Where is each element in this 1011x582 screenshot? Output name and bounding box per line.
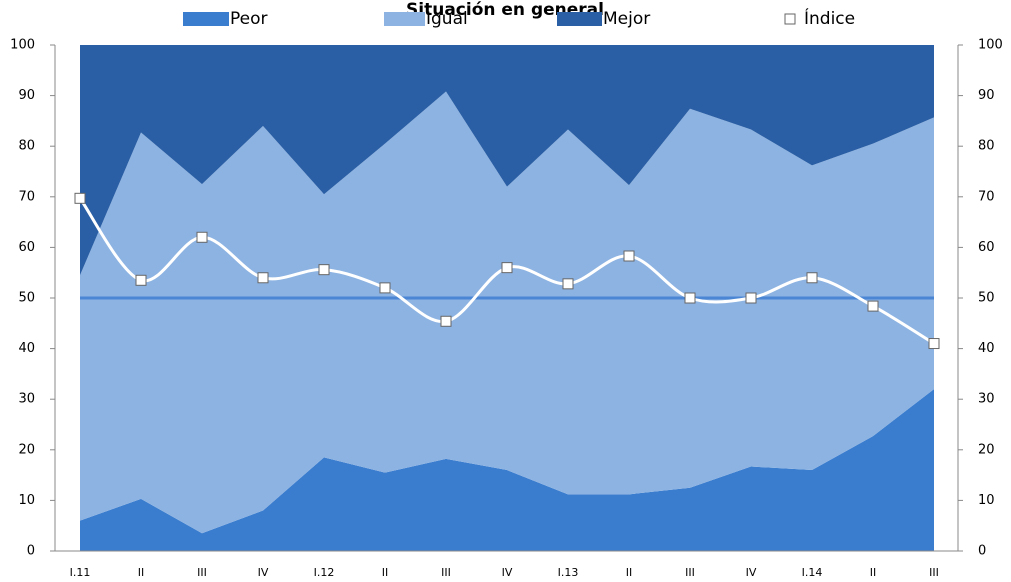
x-tick-label: II xyxy=(138,566,145,579)
x-tick-label: I.11 xyxy=(70,566,91,579)
index-marker xyxy=(318,264,330,276)
index-marker xyxy=(196,231,208,243)
area xyxy=(80,389,934,551)
legend-label: Mejor xyxy=(603,9,650,29)
y-tick-label: 10 xyxy=(18,493,35,508)
y-tick-label: 90 xyxy=(18,88,35,103)
x-tick-label: IV xyxy=(258,566,269,579)
x-tick-label: III xyxy=(685,566,695,579)
area xyxy=(80,91,934,534)
area xyxy=(80,45,934,276)
y2-tick-label: 80 xyxy=(978,139,995,154)
y2-tick-label: 10 xyxy=(978,493,995,508)
index-marker xyxy=(806,272,818,284)
x-tick-label: III xyxy=(929,566,939,579)
index-marker xyxy=(135,274,147,286)
legend-label: Peor xyxy=(230,9,268,29)
y-tick-label: 0 xyxy=(27,544,35,559)
y-tick-label: 30 xyxy=(18,392,35,407)
legend-label: Índice xyxy=(804,7,855,29)
y-tick-label: 50 xyxy=(18,291,35,306)
x-tick-label: I.14 xyxy=(802,566,823,579)
y-tick-label: 100 xyxy=(10,38,35,53)
legend-swatch xyxy=(183,12,229,26)
chart-title: Situación en general xyxy=(406,0,604,20)
index-marker xyxy=(745,292,757,304)
index-marker xyxy=(562,278,574,290)
y2-tick-label: 50 xyxy=(978,291,995,306)
x-tick-label: IV xyxy=(502,566,513,579)
index-marker xyxy=(257,272,269,284)
index-marker xyxy=(623,250,635,262)
y2-tick-label: 30 xyxy=(978,392,995,407)
y2-tick-label: 20 xyxy=(978,442,995,457)
y-tick-label: 80 xyxy=(18,139,35,154)
y-tick-label: 60 xyxy=(18,240,35,255)
legend-swatch xyxy=(557,12,602,26)
y2-tick-label: 70 xyxy=(978,189,995,204)
y-tick-label: 20 xyxy=(18,442,35,457)
x-tick-label: II xyxy=(870,566,877,579)
x-tick-label: I.13 xyxy=(558,566,579,579)
legend-swatch xyxy=(784,13,796,25)
index-marker xyxy=(440,315,452,327)
legend-label: Igual xyxy=(426,9,468,29)
x-tick-label: I.12 xyxy=(314,566,335,579)
y-tick-label: 70 xyxy=(18,189,35,204)
index-marker xyxy=(928,338,940,350)
index-marker xyxy=(867,300,879,312)
x-tick-label: II xyxy=(626,566,633,579)
index-marker xyxy=(379,282,391,294)
x-tick-label: IV xyxy=(746,566,757,579)
y2-tick-label: 40 xyxy=(978,341,995,356)
x-tick-label: III xyxy=(441,566,451,579)
legend-swatch xyxy=(384,12,425,26)
y2-tick-label: 90 xyxy=(978,88,995,103)
y2-tick-label: 100 xyxy=(978,38,1003,53)
y2-tick-label: 0 xyxy=(978,544,986,559)
index-marker xyxy=(684,292,696,304)
index-marker xyxy=(501,262,513,274)
x-tick-label: II xyxy=(382,566,389,579)
y-tick-label: 40 xyxy=(18,341,35,356)
y2-tick-label: 60 xyxy=(978,240,995,255)
x-tick-label: III xyxy=(197,566,207,579)
index-marker xyxy=(74,192,86,204)
